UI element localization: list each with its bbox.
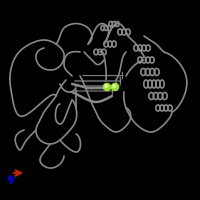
Circle shape xyxy=(113,85,116,87)
Circle shape xyxy=(105,85,108,87)
Circle shape xyxy=(103,83,111,91)
Circle shape xyxy=(111,83,119,91)
